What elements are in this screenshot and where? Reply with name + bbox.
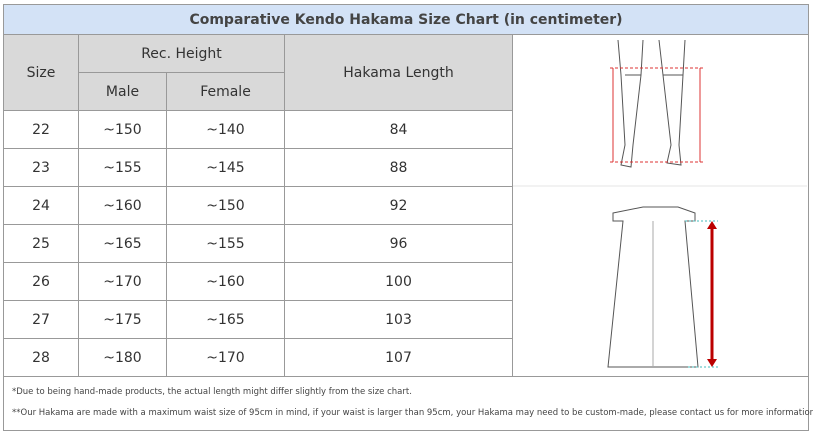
note: **Our Hakama are made with a maximum wai…	[12, 408, 813, 418]
female-height-cell: ~145	[167, 149, 285, 187]
size-cell: 23	[3, 149, 79, 187]
length-cell: 88	[285, 149, 513, 187]
female-height-cell: ~155	[167, 225, 285, 263]
length-cell: 96	[285, 225, 513, 263]
header-rec-height: Rec. Height	[79, 35, 285, 73]
male-height-cell: ~165	[79, 225, 167, 263]
legs-figure	[617, 39, 686, 168]
male-height-cell: ~160	[79, 187, 167, 225]
illustration-cell	[513, 35, 809, 377]
female-height-cell: ~150	[167, 187, 285, 225]
female-height-cell: ~165	[167, 301, 285, 339]
length-cell: 103	[285, 301, 513, 339]
notes-box: *Due to being hand-made products, the ac…	[3, 377, 813, 431]
female-height-cell: ~160	[167, 263, 285, 301]
header-female: Female	[167, 73, 285, 111]
hakama-measure	[685, 220, 718, 368]
male-height-cell: ~155	[79, 149, 167, 187]
size-cell: 25	[3, 225, 79, 263]
length-cell: 92	[285, 187, 513, 225]
size-cell: 28	[3, 339, 79, 377]
header-length: Hakama Length	[285, 35, 513, 111]
length-cell: 107	[285, 339, 513, 377]
illustrations	[513, 39, 807, 368]
title: Comparative Kendo Hakama Size Chart (in …	[3, 4, 809, 35]
header-size: Size	[3, 35, 79, 111]
size-cell: 26	[3, 263, 79, 301]
female-height-cell: ~170	[167, 339, 285, 377]
leg-measure	[610, 67, 703, 163]
female-height-cell: ~140	[167, 111, 285, 149]
male-height-cell: ~180	[79, 339, 167, 377]
male-height-cell: ~175	[79, 301, 167, 339]
hakama-figure	[607, 206, 699, 368]
length-cell: 84	[285, 111, 513, 149]
note: *Due to being hand-made products, the ac…	[12, 387, 412, 397]
male-height-cell: ~150	[79, 111, 167, 149]
header-male: Male	[79, 73, 167, 111]
size-cell: 22	[3, 111, 79, 149]
length-cell: 100	[285, 263, 513, 301]
size-cell: 27	[3, 301, 79, 339]
size-cell: 24	[3, 187, 79, 225]
male-height-cell: ~170	[79, 263, 167, 301]
